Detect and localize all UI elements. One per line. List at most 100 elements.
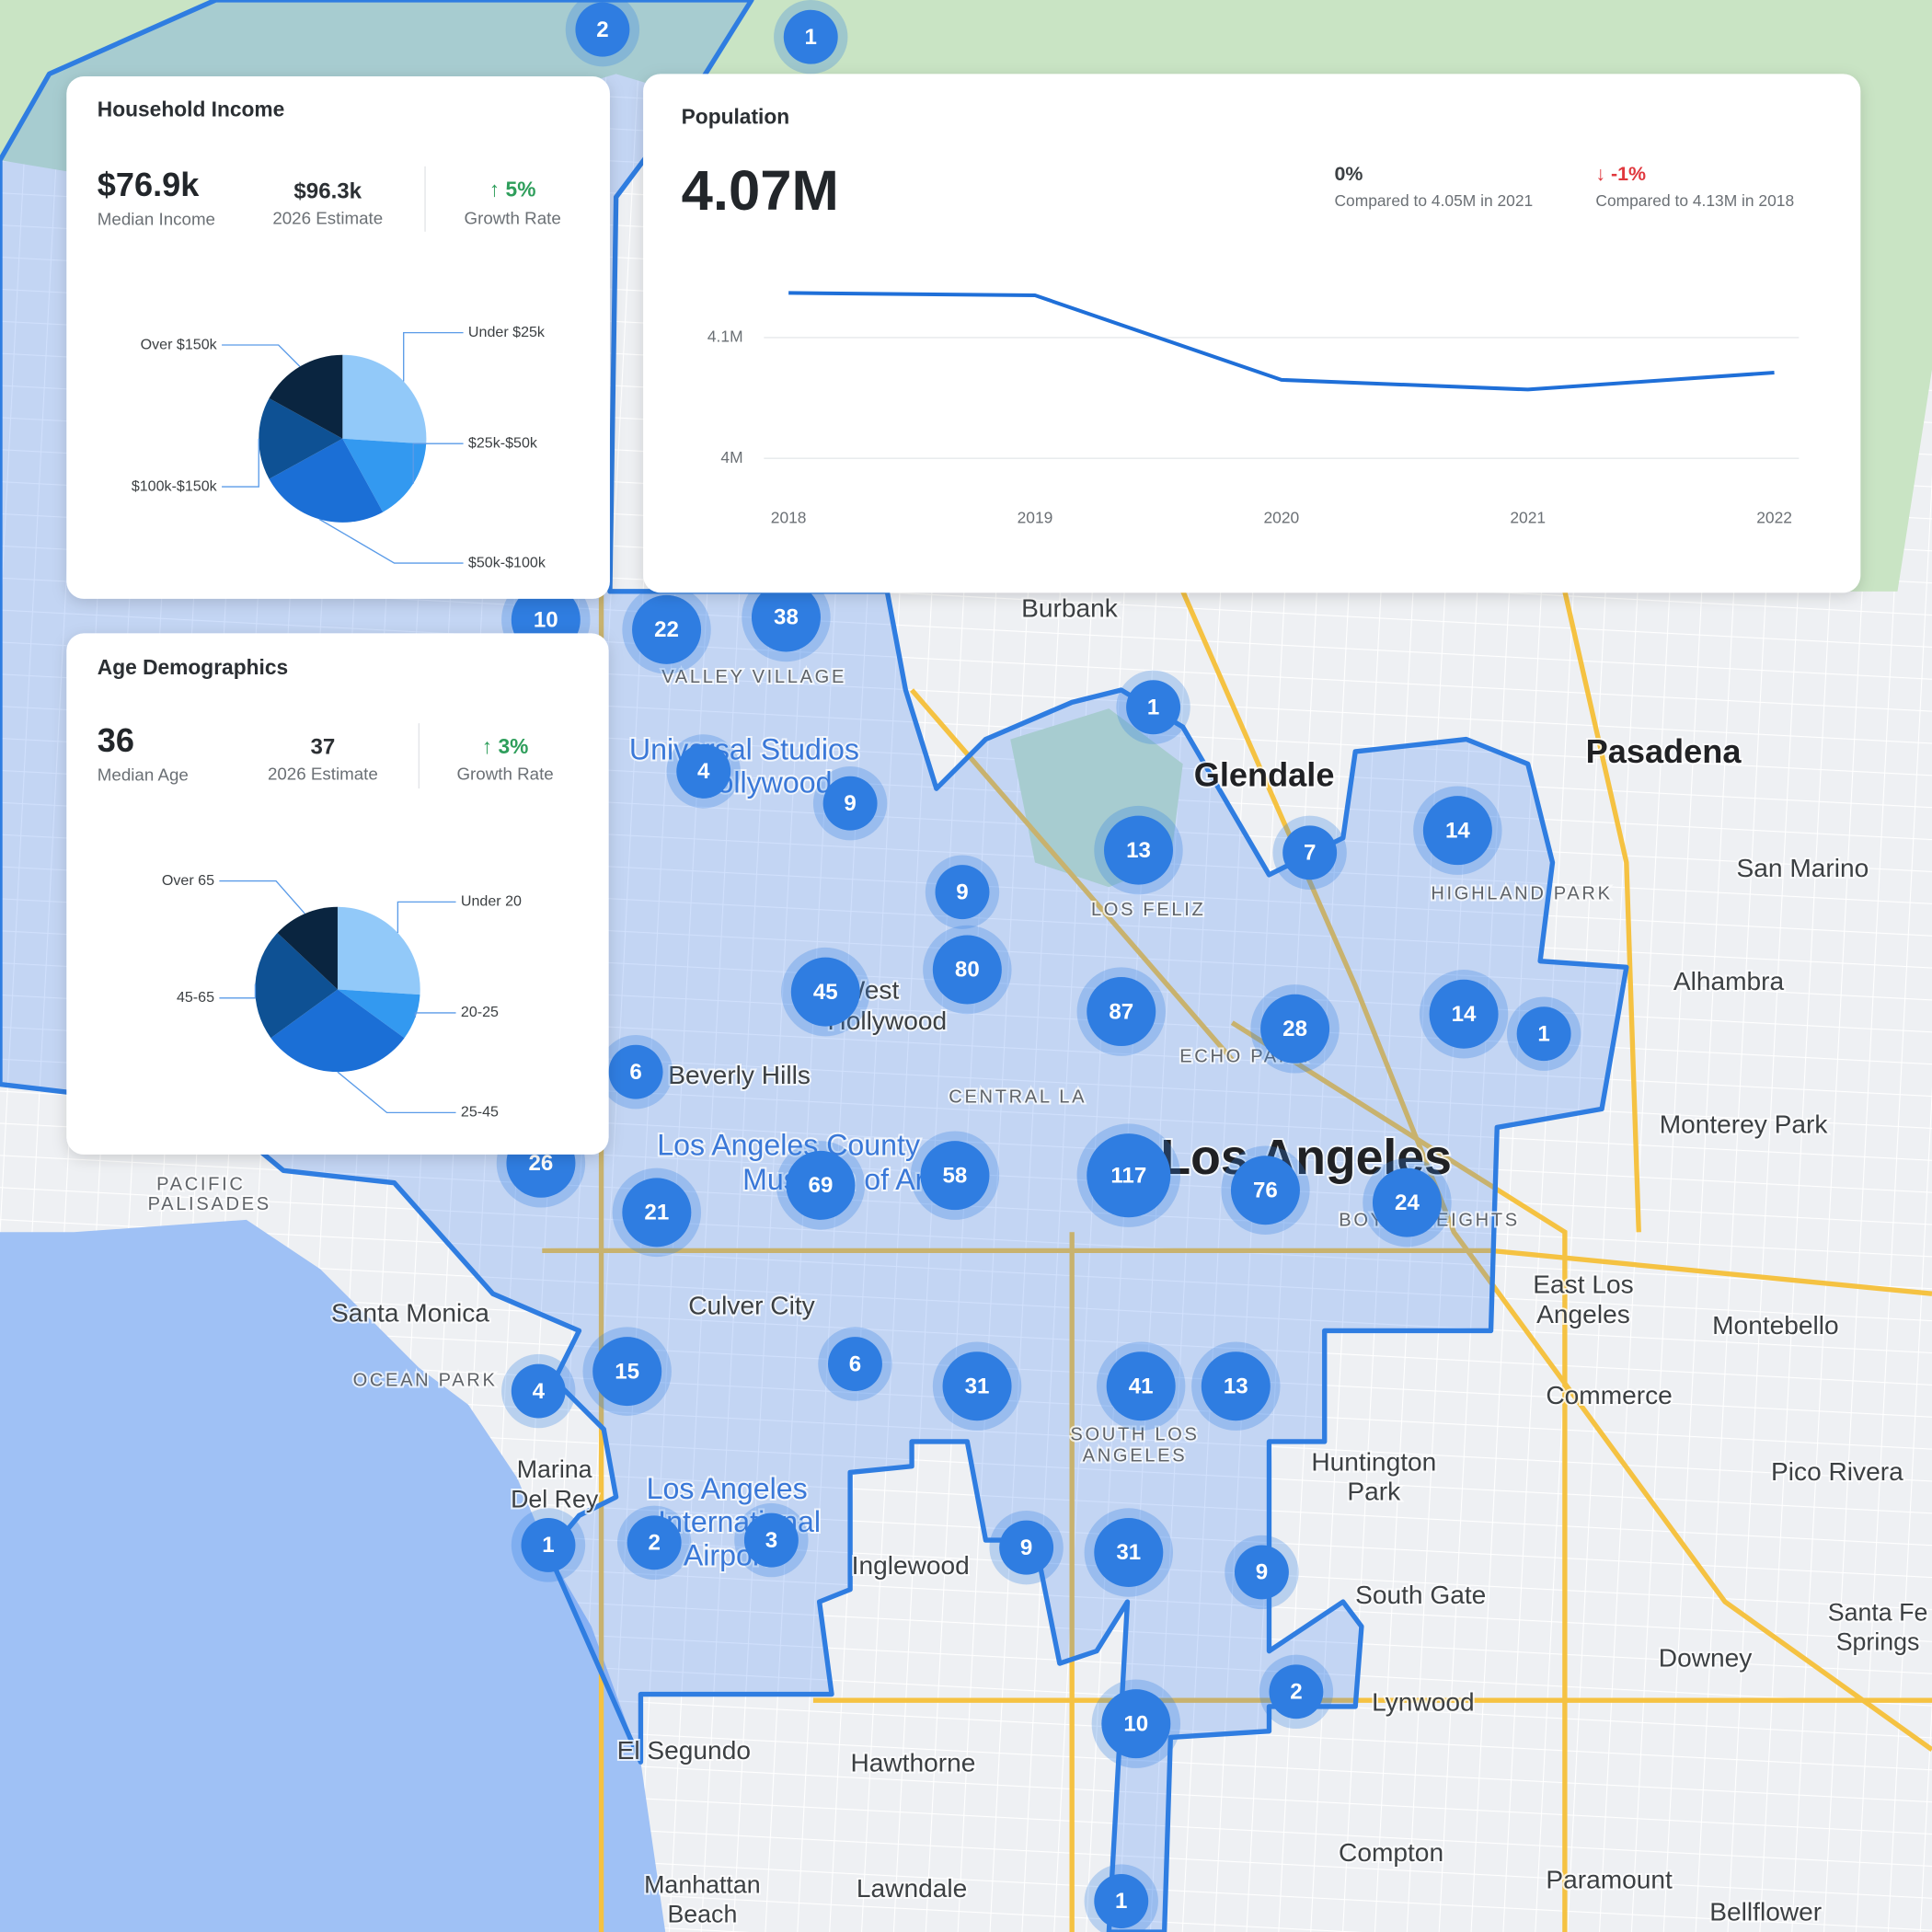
cluster-marker[interactable]: 24: [1363, 1157, 1452, 1248]
marker-count: 1: [1537, 1021, 1549, 1046]
card-title: Age Demographics: [98, 655, 288, 679]
line-chart: 4M 4.1M 2018 2019 2020 2021 2022: [707, 291, 1800, 526]
cluster-marker[interactable]: 6: [818, 1327, 892, 1401]
place-label: PALISADES: [148, 1194, 271, 1214]
cluster-marker[interactable]: 14: [1413, 786, 1502, 875]
marker-count: 26: [529, 1151, 554, 1176]
cluster-marker[interactable]: 7: [1272, 815, 1347, 890]
cluster-marker[interactable]: 13: [1094, 805, 1183, 895]
population-card: [643, 74, 1861, 593]
cluster-marker[interactable]: 9: [1225, 1535, 1299, 1610]
marker-dot: [1429, 979, 1499, 1049]
place-label: Pasadena: [1586, 732, 1742, 770]
cluster-marker[interactable]: 1: [1506, 996, 1581, 1071]
place-label: Angeles: [1536, 1300, 1630, 1328]
cluster-marker[interactable]: 6: [598, 1035, 673, 1110]
marker-count: 13: [1126, 838, 1151, 863]
marker-dot: [676, 743, 731, 799]
pie-chart: Under $25k $25k-$50k $50k-$100k $100k-$150k…: [132, 324, 546, 570]
marker-count: 9: [1256, 1560, 1268, 1585]
pie-slice: [277, 906, 338, 990]
place-label: Los Angeles County: [657, 1128, 920, 1161]
marker-count: 14: [1452, 1002, 1477, 1027]
cluster-marker[interactable]: 76: [1221, 1145, 1310, 1235]
cluster-marker[interactable]: 1: [1116, 670, 1190, 744]
population-card: Population 4.07M 0% Compared to 4.05M in…: [682, 105, 1800, 526]
place-label: Paramount: [1546, 1866, 1673, 1894]
pie-slice: [342, 354, 427, 444]
cluster-marker[interactable]: 13: [1191, 1341, 1281, 1431]
marker-count: 31: [1116, 1540, 1141, 1565]
cluster-marker[interactable]: 1: [511, 1508, 586, 1582]
marker-dot: [1106, 1351, 1176, 1421]
marker-count: 9: [844, 791, 856, 816]
marker-dot: [511, 1363, 566, 1419]
leader-line: [222, 344, 301, 367]
cluster-marker[interactable]: 38: [742, 572, 831, 662]
cluster-marker[interactable]: 9: [925, 855, 1000, 929]
pie-label: $50k-$100k: [468, 554, 546, 570]
cluster-marker[interactable]: 10: [1091, 1679, 1181, 1768]
marker-dot: [1094, 1874, 1149, 1928]
cluster-marker[interactable]: 9: [812, 766, 888, 841]
pie-label: 25-45: [461, 1104, 499, 1121]
marker-dot: [1087, 1133, 1171, 1218]
ocean: [0, 1219, 666, 1932]
cluster-marker[interactable]: 3: [734, 1502, 809, 1578]
place-label: Bellflower: [1709, 1897, 1822, 1926]
cluster-marker[interactable]: 31: [1084, 1508, 1173, 1597]
cluster-marker[interactable]: 1: [1084, 1864, 1158, 1932]
stat-label: Median Income: [98, 210, 215, 229]
cluster-marker[interactable]: 14: [1419, 970, 1509, 1059]
marker-dot: [932, 935, 1002, 1005]
marker-count: 1: [1147, 695, 1159, 719]
pie-slice: [269, 438, 384, 523]
marker-count: 2: [1290, 1680, 1302, 1705]
cluster-marker[interactable]: 117: [1076, 1123, 1181, 1227]
place-label: Santa Fe: [1828, 1599, 1928, 1627]
place-label: El Segundo: [617, 1736, 751, 1765]
cluster-marker[interactable]: 87: [1076, 967, 1166, 1056]
cluster-marker[interactable]: 28: [1250, 984, 1340, 1074]
cluster-marker[interactable]: 69: [776, 1141, 866, 1230]
cluster-marker[interactable]: 2: [1259, 1654, 1334, 1730]
cluster-marker[interactable]: 41: [1096, 1341, 1186, 1431]
growth-value: ↑ 5%: [489, 178, 536, 201]
marker-dot: [1101, 1689, 1171, 1759]
place-label: PACIFIC: [156, 1175, 245, 1195]
marker-count: 38: [774, 605, 799, 630]
cluster-marker[interactable]: 45: [781, 947, 870, 1037]
marker-dot: [822, 776, 878, 831]
marker-dot: [1126, 680, 1181, 735]
cluster-marker[interactable]: 58: [910, 1131, 1000, 1220]
stat-label: 2026 Estimate: [272, 208, 383, 227]
cluster-marker[interactable]: 4: [666, 734, 741, 809]
pie-label: $25k-$50k: [468, 434, 538, 451]
marker-count: 10: [1123, 1711, 1148, 1736]
cluster-marker[interactable]: 1: [774, 0, 848, 75]
pie-slice: [270, 989, 405, 1073]
pie-label: $100k-$150k: [132, 477, 218, 494]
cluster-marker[interactable]: 4: [501, 1353, 576, 1429]
x-tick-label: 2019: [1018, 508, 1053, 526]
marker-dot: [627, 1515, 682, 1570]
cluster-marker[interactable]: 21: [612, 1167, 702, 1258]
place-label: Universal Studios: [629, 732, 859, 765]
comparison-change: ↓ -1%: [1595, 163, 1646, 185]
cluster-marker[interactable]: 9: [989, 1510, 1064, 1585]
marker-count: 22: [654, 617, 679, 642]
cluster-marker[interactable]: 31: [932, 1341, 1022, 1431]
place-label: Park: [1347, 1478, 1401, 1506]
marker-dot: [828, 1337, 882, 1392]
cluster-marker[interactable]: 22: [622, 585, 711, 674]
marker-count: 24: [1395, 1190, 1420, 1215]
cluster-marker[interactable]: 80: [923, 925, 1012, 1015]
cluster-marker[interactable]: 15: [582, 1327, 672, 1416]
place-label: Burbank: [1021, 593, 1119, 622]
cluster-marker[interactable]: 2: [616, 1505, 692, 1580]
cluster-marker[interactable]: 2: [565, 0, 640, 67]
stat-value: $96.3k: [293, 178, 362, 203]
marker-count: 15: [615, 1359, 639, 1384]
